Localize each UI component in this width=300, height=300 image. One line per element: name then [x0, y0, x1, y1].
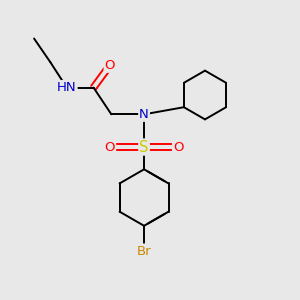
Text: Br: Br — [137, 244, 152, 258]
Text: N: N — [139, 108, 149, 121]
Text: S: S — [140, 140, 149, 154]
Text: HN: HN — [57, 81, 76, 94]
Text: O: O — [105, 140, 115, 154]
Text: O: O — [105, 59, 115, 72]
Text: O: O — [173, 140, 184, 154]
